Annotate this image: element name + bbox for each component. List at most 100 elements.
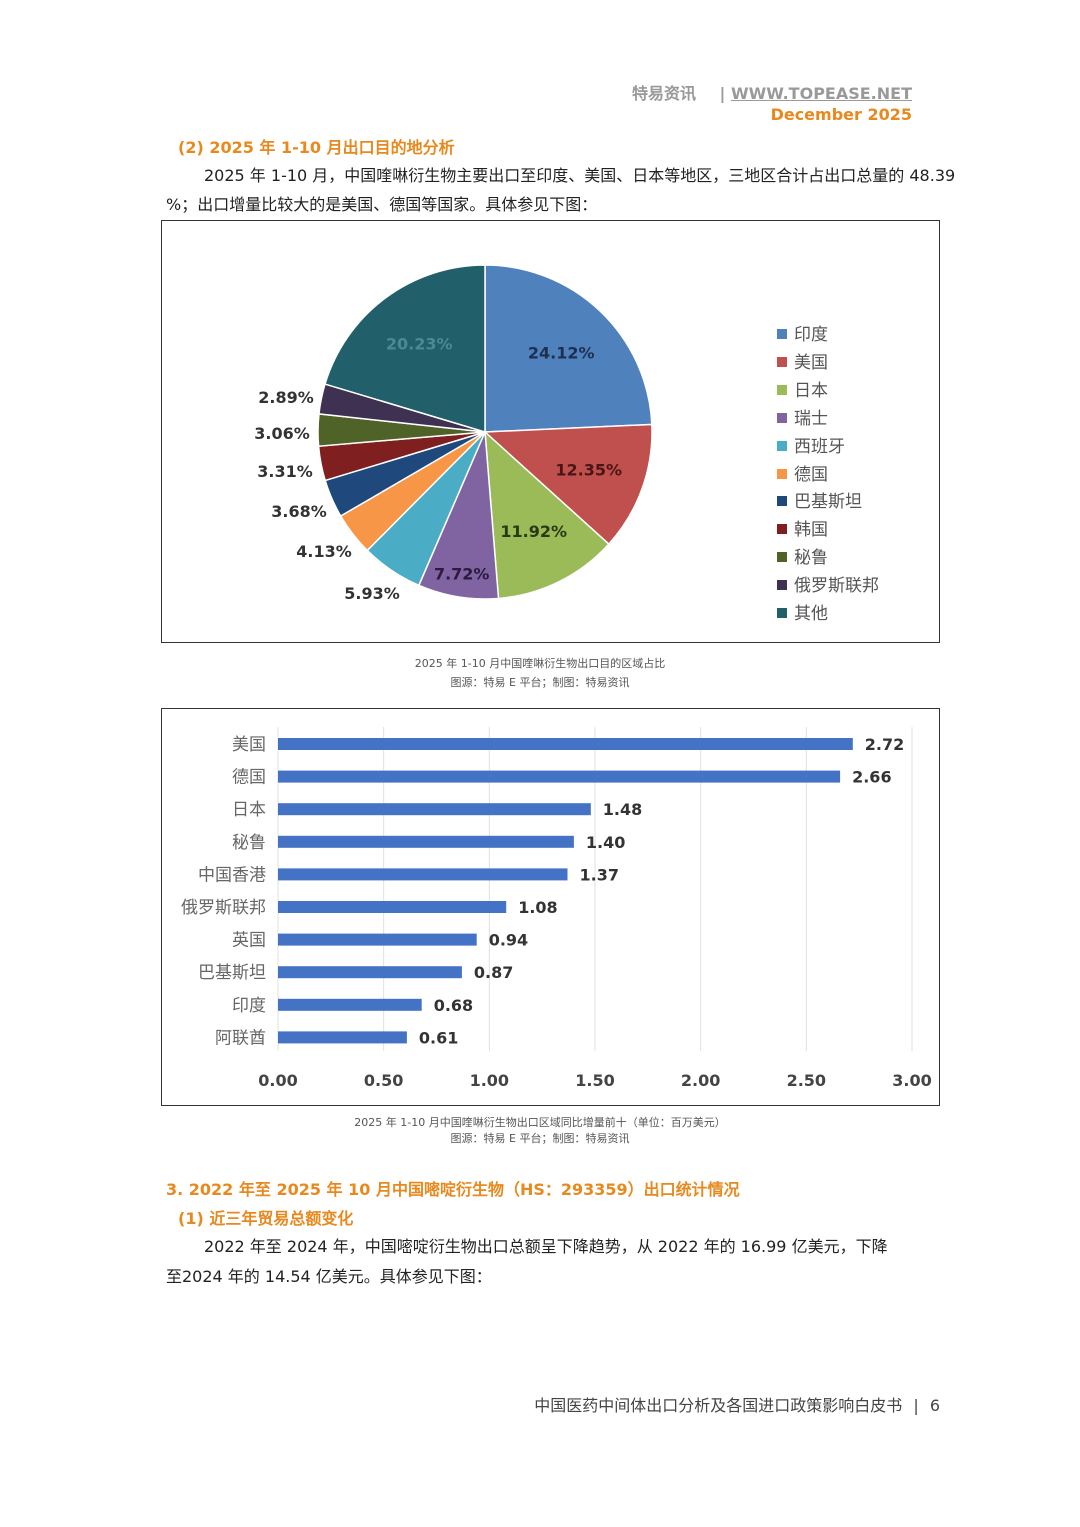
paragraph-line-1: 2025 年 1-10 月，中国喹啉衍生物主要出口至印度、美国、日本等地区，三地… [204, 166, 956, 185]
pie-chart: 24.12% 12.35% 11.92% 7.72% 5.93% 4.13% 3.68% 3.… [254, 264, 653, 603]
bar-value-label-2: 1.48 [603, 800, 642, 819]
header-date: December 2025 [770, 105, 912, 124]
pie-label-9: 2.89% [258, 388, 314, 407]
paragraph2-line-2: 至2024 年的 14.54 亿美元。具体参见下图： [166, 1267, 492, 1286]
footer: 中国医药中间体出口分析及各国进口政策影响白皮书 | 6 [470, 1392, 940, 1416]
pie-caption-title: 2025 年 1-10 月中国喹啉衍生物出口目的区域占比 [414, 657, 666, 670]
bar-chart-frame: 0.00 0.50 1.00 1.50 2.00 2.50 3.00 美国 2.72 德国 2.66… [161, 708, 940, 1106]
legend-swatch [777, 496, 787, 507]
bar-category-label-4: 中国香港 [198, 865, 266, 885]
bar-category-label-3: 秘鲁 [232, 833, 266, 853]
bar-8 [278, 998, 422, 1011]
bar-value-label-6: 0.94 [489, 931, 528, 950]
x-tick-label-4: 2.00 [681, 1071, 720, 1090]
website-link[interactable]: WWW.TOPEASE.NET [730, 84, 912, 103]
pie-label-8: 3.06% [254, 424, 310, 443]
bar-category-label-9: 阿联酋 [215, 1028, 266, 1048]
bar-value-label-9: 0.61 [419, 1028, 458, 1047]
x-tick-label-0: 0.00 [258, 1071, 297, 1090]
legend-item-6: 巴基斯坦 [777, 487, 862, 512]
pie-label-2: 11.92% [500, 522, 567, 541]
bar-6 [278, 933, 477, 946]
legend-item-8: 秘鲁 [777, 543, 828, 568]
legend-item-7: 韩国 [777, 515, 828, 540]
bar-7 [278, 966, 462, 979]
bar-category-label-0: 美国 [232, 735, 266, 755]
subheading-trade-total: (1) 近三年贸易总额变化 [178, 1209, 354, 1228]
legend-label: 韩国 [794, 520, 828, 541]
bar-caption-source: 图源：特易 E 平台；制图：特易资讯 [450, 1132, 630, 1145]
header-separator: | [719, 84, 726, 103]
x-tick-label-3: 1.50 [575, 1071, 614, 1090]
legend-item-10: 其他 [777, 599, 828, 624]
legend-swatch [777, 552, 787, 563]
legend-swatch [777, 412, 787, 423]
bar-0 [278, 738, 853, 750]
brand-name: 特易资讯 [631, 84, 696, 103]
pie-label-7: 3.31% [257, 462, 313, 481]
bar-value-label-5: 1.08 [518, 898, 557, 917]
footer-title: 中国医药中间体出口分析及各国进口政策影响白皮书 [534, 1396, 903, 1415]
x-tick-label-2: 1.00 [470, 1071, 509, 1090]
bar-2 [278, 803, 591, 816]
pie-label-6: 3.68% [271, 502, 327, 521]
bar-4 [278, 868, 568, 881]
legend-label: 日本 [794, 380, 828, 401]
pie-slice-0 [484, 264, 653, 433]
pie-label-10: 20.23% [386, 335, 453, 354]
bar-value-label-8: 0.68 [434, 996, 473, 1015]
legend-label: 西班牙 [794, 436, 845, 457]
x-tick-label-6: 3.00 [892, 1071, 931, 1090]
bar-value-label-0: 2.72 [865, 735, 904, 754]
legend-label: 瑞士 [794, 408, 828, 429]
bar-category-label-1: 德国 [232, 768, 266, 788]
legend-label: 德国 [794, 464, 828, 485]
x-tick-label-1: 0.50 [364, 1071, 403, 1090]
bar-3 [278, 835, 574, 848]
legend-label: 俄罗斯联邦 [794, 576, 879, 597]
bar-value-label-7: 0.87 [474, 963, 513, 982]
legend-item-2: 日本 [777, 376, 828, 401]
pie-label-3: 7.72% [434, 565, 490, 584]
legend-label: 美国 [794, 352, 828, 373]
bar-value-label-1: 2.66 [852, 768, 891, 787]
pie-chart-frame: 24.12% 12.35% 11.92% 7.72% 5.93% 4.13% 3.68% 3.… [161, 220, 940, 643]
pie-slice-1 [483, 423, 653, 546]
legend-item-9: 俄罗斯联邦 [777, 571, 879, 596]
legend-item-3: 瑞士 [777, 404, 828, 429]
pie-slice-2 [484, 430, 610, 600]
legend-label: 秘鲁 [794, 548, 828, 569]
bar-1 [278, 770, 841, 783]
bar-category-label-6: 英国 [232, 931, 266, 951]
legend-swatch [777, 384, 787, 395]
pie-label-4: 5.93% [344, 584, 400, 603]
legend-label: 印度 [794, 325, 828, 345]
legend-item-1: 美国 [777, 348, 828, 373]
page-number: 6 [929, 1396, 940, 1415]
pie-label-0: 24.12% [528, 343, 595, 362]
legend-swatch [777, 468, 787, 479]
paragraph2-line-1: 2022 年至 2024 年，中国嘧啶衍生物出口总额呈下降趋势，从 2022 年… [204, 1237, 888, 1256]
legend-swatch [777, 524, 787, 535]
pie-caption-source: 图源：特易 E 平台；制图：特易资讯 [450, 676, 630, 689]
bar-9 [278, 1031, 407, 1044]
section-heading-destination: (2) 2025 年 1-10 月出口目的地分析 [178, 138, 455, 157]
section-heading-pyrimidine: 3. 2022 年至 2025 年 10 月中国嘧啶衍生物（HS：293359）… [166, 1180, 740, 1199]
bar-category-label-8: 印度 [232, 996, 266, 1016]
legend-item-5: 德国 [777, 460, 828, 485]
pie-label-5: 4.13% [296, 542, 352, 561]
bar-5 [278, 901, 507, 913]
bar-category-label-2: 日本 [232, 800, 266, 820]
bar-category-label-5: 俄罗斯联邦 [181, 898, 266, 918]
bar-caption-title: 2025 年 1-10 月中国喹啉衍生物出口区域同比增量前十（单位：百万美元） [354, 1116, 726, 1129]
paragraph-line-2: %；出口增量比较大的是美国、德国等国家。具体参见下图： [166, 195, 598, 214]
legend-item-0: 印度 [777, 320, 828, 345]
pie-slice-10 [324, 264, 486, 434]
pie-label-1: 12.35% [555, 460, 622, 479]
legend-swatch [777, 580, 787, 591]
header-brand: 特易资讯 | WWW.TOPEASE.NET [560, 80, 912, 104]
bar-value-label-4: 1.37 [580, 865, 619, 884]
bar-value-label-3: 1.40 [586, 833, 625, 852]
bar-category-label-7: 巴基斯坦 [198, 963, 266, 983]
bar-chart: 0.00 0.50 1.00 1.50 2.00 2.50 3.00 美国 2.72 德国 2.66… [181, 727, 932, 1090]
